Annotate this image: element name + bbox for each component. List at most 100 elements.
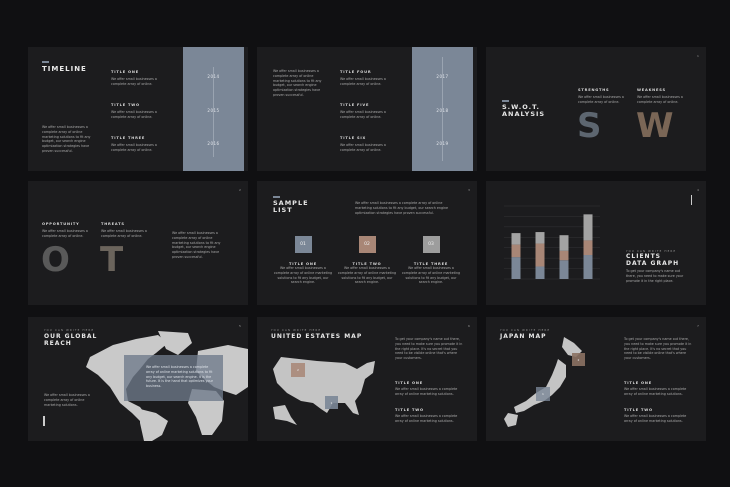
item-text: We offer small businesses a complete arr…	[395, 387, 458, 396]
title-line: OUR GLOBAL	[44, 333, 98, 340]
bar-segment	[583, 240, 593, 256]
item-title: TITLE TWO	[395, 408, 424, 412]
item-title: TITLE TWO	[624, 408, 653, 412]
slide-japan-map[interactable]: 7 YOU CAN WRITE HERE JAPAN MAP 2 1 To ge…	[486, 317, 706, 441]
map-marker[interactable]: 1	[542, 392, 544, 396]
overlay-text: We offer small businesses a complete arr…	[146, 365, 213, 389]
bar-segment	[535, 243, 545, 267]
item-number: 01	[294, 236, 312, 253]
page-number: 7	[697, 324, 699, 328]
item-text: We offer small businesses a complete arr…	[578, 95, 624, 104]
swot-letter: O	[41, 240, 70, 280]
swot-letter: S	[577, 106, 602, 146]
slide-title: S.W.O.T. ANALYSIS	[502, 103, 546, 119]
year-label: 2016	[207, 141, 220, 146]
item-title: TITLE FIVE	[340, 103, 370, 107]
item-text: We offer small businesses a complete arr…	[637, 95, 683, 104]
bar-segment	[511, 244, 521, 258]
paragraph: To get your company's name out there, yo…	[626, 269, 684, 283]
title-line: SAMPLE	[273, 199, 309, 207]
page-number: 4	[697, 188, 699, 192]
us-map	[273, 357, 375, 425]
year-label: 2014	[207, 74, 220, 79]
japan-map	[504, 337, 585, 427]
year-panel: 2017 2018 2019	[412, 47, 473, 171]
stacked-bar-chart	[504, 205, 600, 280]
paragraph: To get your company's name out there, yo…	[624, 337, 692, 361]
list-item: 03 TITLE THREE We offer small businesses…	[401, 236, 461, 285]
item-title: TITLE ONE	[111, 70, 139, 74]
slide-timeline-1[interactable]: TIMELINE We offer small businesses a com…	[28, 47, 248, 171]
page-number: 6	[468, 324, 470, 328]
item-text: We offer small businesses a complete arr…	[340, 110, 386, 119]
item-title: TITLE THREE	[111, 136, 146, 140]
year-label: 2017	[436, 74, 449, 79]
accent-dash	[502, 100, 509, 102]
item-title: STRENGTHS	[578, 88, 610, 92]
year-label: 2019	[436, 141, 449, 146]
list-item: 01 TITLE ONE We offer small businesses a…	[273, 236, 333, 285]
slide-timeline-2[interactable]: We offer small businesses a complete arr…	[257, 47, 477, 171]
caption: YOU CAN WRITE HERE	[500, 329, 551, 332]
bar-segment	[559, 260, 569, 279]
slide-us-map[interactable]: 6 YOU CAN WRITE HERE UNITED ESTATES MAP …	[257, 317, 477, 441]
slide-global-reach[interactable]: YOU CAN WRITE HERE OUR GLOBAL REACH 5 We …	[28, 317, 248, 441]
slide-swot-1[interactable]: 1 S.W.O.T. ANALYSIS STRENGTHS We offer sm…	[486, 47, 706, 171]
bar-segment	[511, 233, 521, 245]
slide-title: OUR GLOBAL REACH	[44, 333, 98, 348]
slide-title: TIMELINE	[42, 65, 87, 73]
map-marker[interactable]: 2	[297, 368, 299, 372]
bar-segment	[535, 266, 545, 279]
item-title: TITLE ONE	[624, 381, 652, 385]
accent-bar	[43, 416, 45, 426]
bar-segment	[511, 257, 521, 279]
paragraph: We offer small businesses a complete arr…	[172, 231, 221, 259]
map-marker[interactable]: 1	[330, 400, 333, 405]
swot-letter: T	[100, 240, 124, 280]
page-number: 3	[468, 188, 470, 192]
slide-title: UNITED ESTATES MAP	[271, 333, 363, 340]
accent-bar	[691, 195, 692, 205]
item-title: TITLE TWO	[111, 103, 140, 107]
item-text: We offer small businesses a complete arr…	[624, 387, 687, 396]
bar-segment	[535, 232, 545, 244]
item-number: 03	[422, 236, 440, 253]
item-text: We offer small businesses a complete arr…	[273, 266, 333, 285]
item-text: We offer small businesses a complete arr…	[101, 229, 147, 238]
slide-title: CLIENTS DATA GRAPH	[626, 253, 679, 268]
year-label: 2018	[436, 108, 449, 113]
item-text: We offer small businesses a complete arr…	[337, 266, 397, 285]
paragraph: We offer small businesses a complete arr…	[273, 69, 322, 97]
slide-swot-2[interactable]: 2 OPPORTUNITY We offer small businesses …	[28, 181, 248, 305]
item-text: We offer small businesses a complete arr…	[340, 143, 386, 152]
item-title: TITLE ONE	[289, 262, 317, 266]
item-text: We offer small businesses a complete arr…	[42, 229, 88, 238]
paragraph: We offer small businesses a complete arr…	[355, 201, 449, 215]
title-line: S.W.O.T.	[502, 103, 541, 111]
slide-title: SAMPLE LIST	[273, 199, 309, 215]
bar-segment	[559, 250, 569, 261]
paragraph: We offer small businesses a complete arr…	[42, 125, 91, 153]
item-title: TITLE ONE	[395, 381, 423, 385]
item-title: THREATS	[101, 222, 125, 226]
item-text: We offer small businesses a complete arr…	[111, 143, 157, 152]
item-title: TITLE TWO	[352, 262, 382, 266]
accent-dash	[273, 196, 280, 198]
slide-data-graph[interactable]: 4 YOU CAN WRITE HERE CLIENTS DATA GRAPH T…	[486, 181, 706, 305]
title-line: REACH	[44, 339, 72, 347]
accent-dash	[42, 61, 49, 63]
item-title: TITLE SIX	[340, 136, 367, 140]
item-text: We offer small businesses a complete arr…	[111, 77, 157, 86]
list-item: 02 TITLE TWO We offer small businesses a…	[337, 236, 397, 285]
year-panel: 2014 2015 2016	[183, 47, 244, 171]
title-line: ANALYSIS	[502, 110, 546, 119]
swot-letter: W	[636, 106, 674, 146]
map-marker[interactable]: 2	[577, 357, 580, 362]
caption: YOU CAN WRITE HERE	[44, 329, 95, 332]
title-line: LIST	[273, 206, 293, 215]
slide-title: JAPAN MAP	[500, 333, 547, 340]
map-overlay: We offer small businesses a complete arr…	[124, 355, 223, 401]
item-text: We offer small businesses a complete arr…	[340, 77, 386, 86]
caption: YOU CAN WRITE HERE	[626, 250, 677, 253]
slide-sample-list[interactable]: 3 SAMPLE LIST We offer small businesses a…	[257, 181, 477, 305]
